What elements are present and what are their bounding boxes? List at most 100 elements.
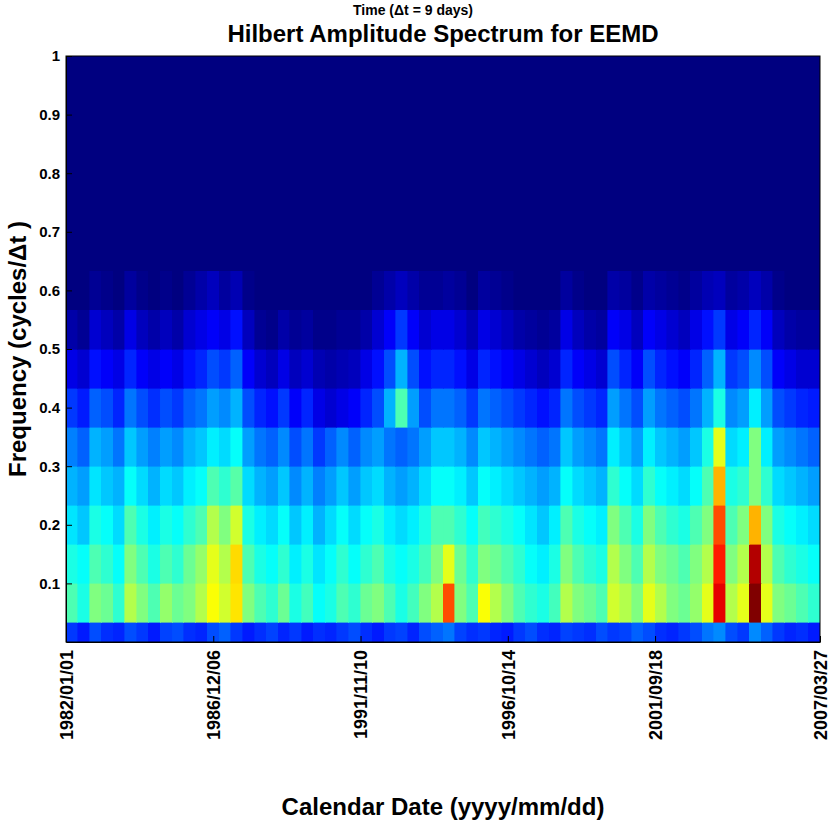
heat-cell — [243, 505, 255, 544]
heat-cell — [525, 56, 537, 271]
heat-cell — [761, 544, 773, 583]
heat-cell — [90, 544, 102, 583]
heat-cell — [66, 583, 78, 622]
heat-cell — [419, 466, 431, 505]
heat-cell — [796, 310, 808, 349]
heat-cell — [549, 427, 561, 466]
heat-cell — [561, 427, 573, 466]
heat-cell — [419, 427, 431, 466]
heat-cell — [738, 427, 750, 466]
heat-cell — [172, 56, 184, 271]
y-tick-mark — [66, 56, 72, 57]
heat-cell — [655, 583, 667, 622]
heat-cell — [196, 271, 208, 310]
heat-cell — [372, 271, 384, 310]
heat-cell — [702, 310, 714, 349]
heat-cell — [773, 310, 785, 349]
heat-cell — [537, 310, 549, 349]
heat-cell — [502, 271, 514, 310]
heat-cell — [408, 310, 420, 349]
heat-cell — [78, 622, 90, 642]
heat-cell — [396, 622, 408, 642]
heat-cell — [690, 466, 702, 505]
heat-cell — [266, 466, 278, 505]
heat-cell — [419, 544, 431, 583]
heat-cell — [219, 622, 231, 642]
heat-cell — [125, 388, 137, 427]
heat-cell — [443, 310, 455, 349]
heat-cell — [514, 544, 526, 583]
heat-cell — [573, 271, 585, 310]
heat-cell — [785, 56, 797, 271]
heat-cell — [443, 544, 455, 583]
heat-cell — [349, 271, 361, 310]
heat-cell — [514, 466, 526, 505]
heat-cell — [408, 622, 420, 642]
heat-cell — [573, 466, 585, 505]
heat-cell — [90, 427, 102, 466]
y-tick-label: 0.8 — [39, 165, 60, 182]
heat-cell — [361, 349, 373, 388]
heat-cell — [596, 622, 608, 642]
heat-cell — [243, 349, 255, 388]
heat-cell — [266, 310, 278, 349]
heat-cell — [561, 622, 573, 642]
heat-cell — [266, 349, 278, 388]
heat-cell — [313, 583, 325, 622]
heat-cell — [714, 271, 726, 310]
heat-cell — [290, 349, 302, 388]
heat-cell — [184, 505, 196, 544]
heat-cell — [313, 388, 325, 427]
heat-cell — [231, 583, 243, 622]
heat-cell — [408, 271, 420, 310]
x-tick: 2001/09/18 — [646, 636, 666, 740]
heat-cell — [702, 622, 714, 642]
heat-cell — [160, 583, 172, 622]
heat-cell — [302, 310, 314, 349]
heat-cell — [196, 505, 208, 544]
heat-cell — [632, 388, 644, 427]
heat-cell — [773, 544, 785, 583]
x-tick-label: 2001/09/18 — [646, 650, 666, 740]
heat-cell — [408, 349, 420, 388]
heat-cell — [490, 544, 502, 583]
heat-cell — [749, 427, 761, 466]
heat-cell — [561, 310, 573, 349]
heat-cell — [113, 427, 125, 466]
heat-cell — [302, 349, 314, 388]
heat-cell — [667, 505, 679, 544]
heat-cell — [773, 56, 785, 271]
heat-cell — [455, 349, 467, 388]
heat-cell — [419, 622, 431, 642]
heat-cell — [478, 56, 490, 271]
heat-cell — [632, 349, 644, 388]
heat-cell — [796, 56, 808, 271]
heat-cell — [207, 466, 219, 505]
heat-cell — [384, 505, 396, 544]
heat-cell — [667, 583, 679, 622]
x-tick: 1991/11/10 — [351, 636, 371, 739]
heat-cell — [620, 271, 632, 310]
heat-cell — [773, 271, 785, 310]
heat-cell — [714, 310, 726, 349]
y-tick-label: 0.9 — [39, 106, 60, 123]
heat-cell — [384, 544, 396, 583]
heat-cell — [290, 388, 302, 427]
heat-cell — [160, 466, 172, 505]
heat-cell — [349, 349, 361, 388]
heat-cell — [785, 310, 797, 349]
heat-cell — [679, 544, 691, 583]
heat-cell — [596, 427, 608, 466]
heat-cell — [408, 583, 420, 622]
heat-cell — [738, 56, 750, 271]
heat-cell — [90, 310, 102, 349]
heat-cell — [219, 583, 231, 622]
heat-cell — [643, 622, 655, 642]
heat-cell — [172, 544, 184, 583]
heat-cell — [808, 310, 820, 349]
heat-cell — [66, 544, 78, 583]
heat-cell — [160, 388, 172, 427]
heat-cell — [408, 544, 420, 583]
heat-cell — [196, 349, 208, 388]
heat-cell — [66, 427, 78, 466]
